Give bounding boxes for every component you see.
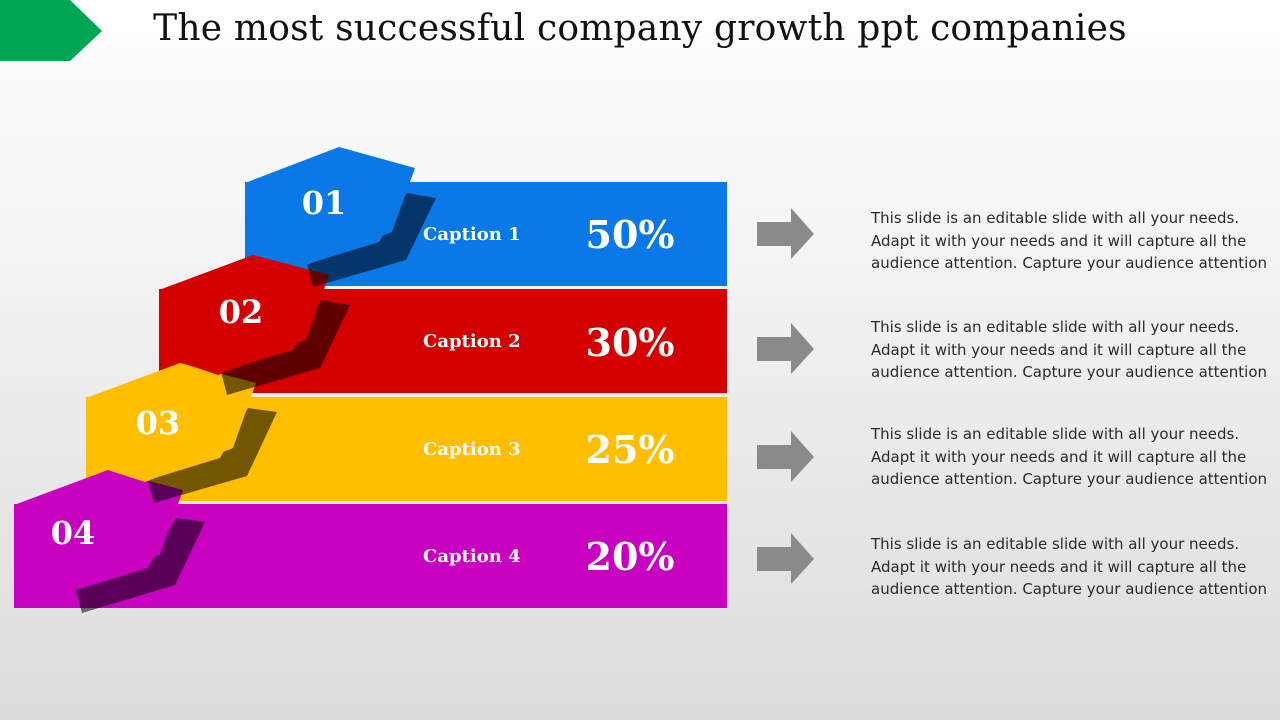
right-arrow-icon [757, 533, 814, 584]
step-description-2: This slide is an editable slide with all… [871, 318, 1268, 381]
step-description-4: This slide is an editable slide with all… [871, 535, 1268, 598]
hexagon-shape [245, 147, 415, 266]
step-number-1: 01 [301, 184, 347, 222]
step-number-3: 03 [135, 404, 181, 442]
badge-shadow [221, 300, 350, 395]
step-description-1: This slide is an editable slide with all… [871, 209, 1268, 272]
step-caption-4: Caption 4 [423, 546, 521, 567]
hexagon-shape [14, 470, 183, 590]
step-caption-3: Caption 3 [423, 439, 521, 460]
step-number-2: 02 [218, 293, 264, 331]
page-title: The most successful company growth ppt c… [153, 8, 1127, 49]
right-arrow-icon [757, 208, 814, 259]
badge-shadow [307, 193, 436, 287]
badge-shadow [148, 408, 277, 503]
step-description-3: This slide is an editable slide with all… [871, 425, 1268, 488]
step-caption-2: Caption 2 [423, 331, 521, 352]
step-percent-1: 50% [585, 212, 675, 257]
hexagon-shape [159, 255, 329, 375]
corner-chevron-icon [0, 0, 102, 61]
badge-shadow [76, 518, 205, 613]
step-percent-2: 30% [585, 320, 675, 365]
step-caption-1: Caption 1 [423, 224, 521, 245]
step-percent-4: 20% [585, 534, 675, 579]
step-number-4: 04 [50, 514, 96, 552]
hexagon-shape [86, 363, 256, 482]
right-arrow-icon [757, 323, 814, 374]
right-arrow-icon [757, 431, 814, 482]
step-percent-3: 25% [585, 427, 675, 472]
